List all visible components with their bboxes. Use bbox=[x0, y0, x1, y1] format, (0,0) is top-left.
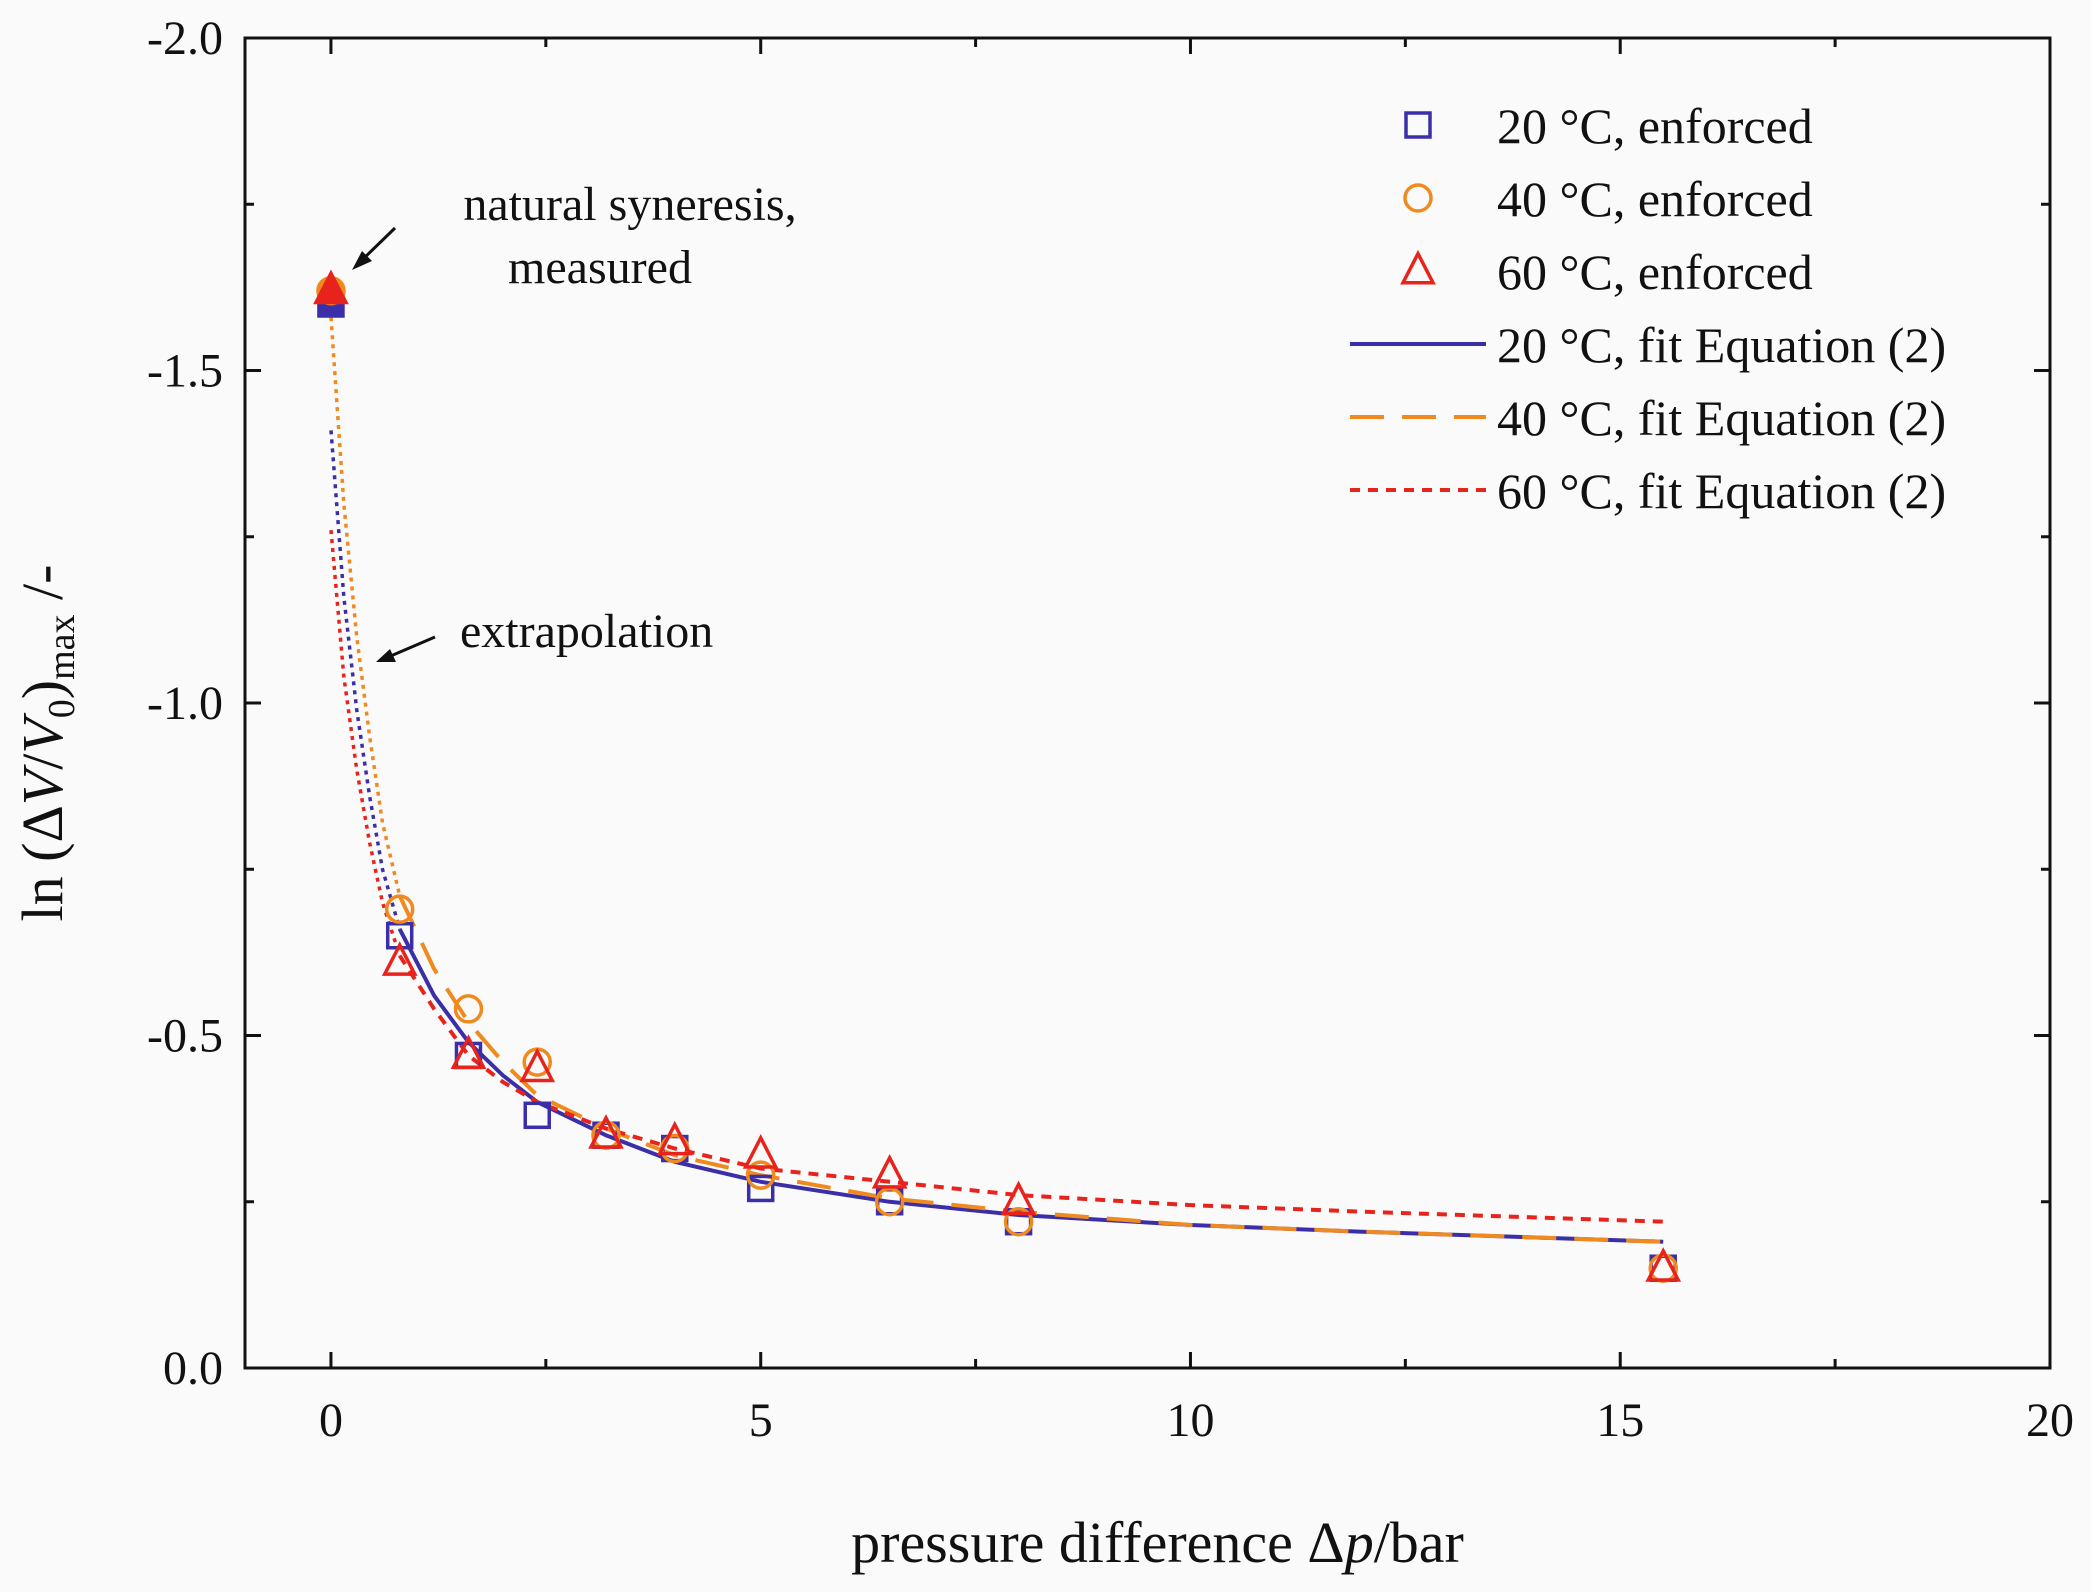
data-point-triangle bbox=[519, 1047, 556, 1083]
data-point-triangle bbox=[381, 941, 418, 976]
plot-frame bbox=[243, 36, 2052, 1370]
extrapolation-curve bbox=[329, 529, 402, 957]
y-title-submax: max bbox=[41, 614, 83, 679]
legend-label: 20 °C, fit Equation (2) bbox=[1497, 317, 1946, 373]
annotation-natural-line2: measured bbox=[508, 241, 692, 294]
x-tick-label: 10 bbox=[1166, 1394, 1214, 1447]
x-title-prefix: pressure difference bbox=[851, 1510, 1307, 1575]
natural-syneresis-point-triangle bbox=[313, 269, 349, 305]
extrapolation-curve bbox=[329, 430, 402, 930]
data-point-triangle bbox=[1645, 1247, 1682, 1282]
x-tick-label: 15 bbox=[1596, 1394, 1644, 1447]
fit-curve bbox=[397, 895, 1664, 1244]
data-point-circle bbox=[874, 1187, 905, 1217]
y-title-slash: / bbox=[10, 753, 75, 770]
legend-label: 40 °C, fit Equation (2) bbox=[1497, 390, 1946, 446]
y-title-close: ) bbox=[10, 680, 75, 699]
y-title-v: V bbox=[10, 763, 75, 805]
data-point-circle bbox=[453, 994, 484, 1024]
legend-symbol-triangle bbox=[1400, 249, 1436, 285]
data-point-triangle bbox=[588, 1114, 624, 1149]
data-point-triangle bbox=[742, 1134, 779, 1169]
x-tick-label: 5 bbox=[749, 1394, 773, 1447]
fit-curve bbox=[398, 954, 1664, 1224]
x-title-delta: Δ bbox=[1307, 1510, 1344, 1575]
y-title-v0: V bbox=[10, 712, 75, 754]
data-point-circle bbox=[745, 1160, 776, 1190]
legend-symbol-circle bbox=[1403, 183, 1433, 213]
x-tick-label: 20 bbox=[2026, 1394, 2074, 1447]
data-point-triangle bbox=[871, 1153, 908, 1189]
fit-curves bbox=[397, 895, 1664, 1244]
annotation-extrapolation: extrapolation bbox=[460, 605, 713, 658]
y-tick-label: -1.0 bbox=[147, 677, 223, 730]
y-axis-title: ln (ΔV/V0)max /- bbox=[10, 565, 83, 922]
extrapolation-curves bbox=[329, 317, 402, 957]
x-tick-label: 0 bbox=[319, 1394, 343, 1447]
legend-symbol-square bbox=[1404, 111, 1432, 139]
annotation-natural-arrow bbox=[352, 226, 397, 270]
data-point-square bbox=[523, 1101, 551, 1130]
x-title-var: p bbox=[1341, 1510, 1374, 1575]
y-tick-label: 0.0 bbox=[163, 1342, 223, 1395]
x-title-suffix: /bar bbox=[1374, 1510, 1464, 1575]
legend-label: 40 °C, enforced bbox=[1497, 171, 1813, 227]
axis-ticks bbox=[245, 36, 2052, 1370]
data-point-square bbox=[746, 1174, 775, 1203]
legend: 20 °C, enforced 40 °C, enforced 60 °C, enf… bbox=[1350, 98, 1946, 519]
data-point-circle bbox=[384, 894, 415, 924]
x-axis-title: pressure difference Δp/bar bbox=[851, 1510, 1464, 1575]
y-tick-label: -0.5 bbox=[147, 1010, 223, 1063]
y-title-suffix: /- bbox=[10, 565, 75, 615]
y-title-sub0: 0 bbox=[41, 699, 83, 718]
data-point-triangle bbox=[450, 1034, 487, 1069]
y-tick-labels: 0.0 -0.5 -1.0 -1.5 -2.0 bbox=[147, 12, 223, 1395]
legend-label: 20 °C, enforced bbox=[1497, 98, 1813, 154]
data-point-triangle bbox=[656, 1120, 693, 1156]
x-tick-labels: 0 5 10 15 20 bbox=[319, 1394, 2074, 1447]
extrapolation-curve bbox=[329, 317, 402, 897]
legend-label: 60 °C, enforced bbox=[1497, 244, 1813, 300]
legend-label: 60 °C, fit Equation (2) bbox=[1497, 463, 1946, 519]
y-tick-label: -2.0 bbox=[147, 12, 223, 65]
data-point-circle bbox=[1003, 1206, 1034, 1237]
y-tick-label: -1.5 bbox=[147, 345, 223, 398]
annotation-natural-line1: natural syneresis, bbox=[463, 178, 796, 231]
data-point-triangle bbox=[1000, 1180, 1037, 1216]
y-title-ln: ln (Δ bbox=[10, 805, 75, 921]
data-markers bbox=[313, 269, 1682, 1283]
annotation-extrapolation-arrow bbox=[376, 635, 436, 662]
